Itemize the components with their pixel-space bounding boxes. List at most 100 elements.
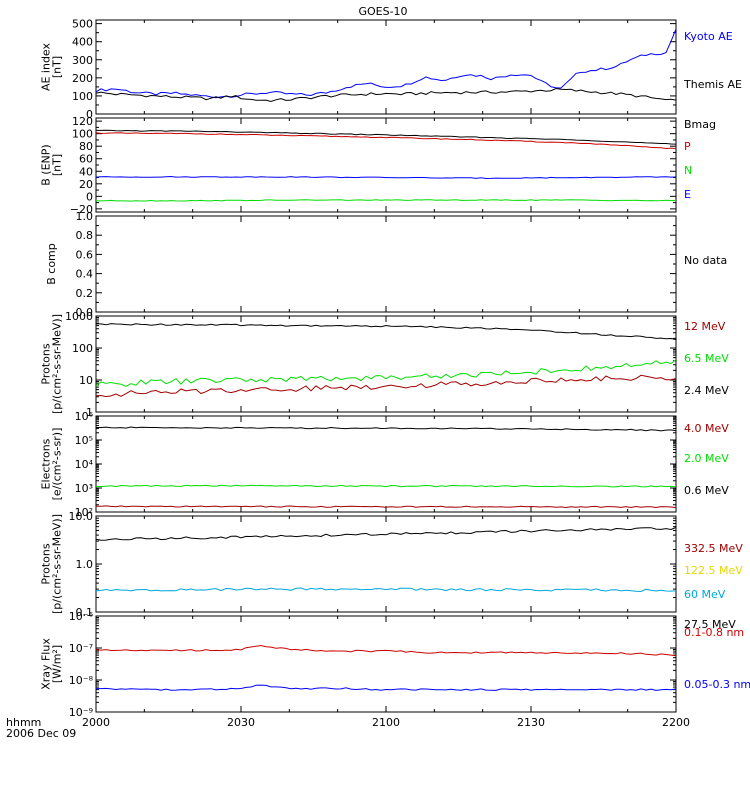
- y-tick-label: 1000: [65, 310, 93, 323]
- plot-title: GOES-10: [358, 5, 407, 18]
- y-axis-label: B (ENP): [40, 144, 53, 185]
- panel-6: 0.1 1.0 10.0 Protons[p/(cm²-s-sr-MeV)] 332.5…: [40, 510, 744, 631]
- panel-4: 1 10 100 1000 Protons[p/(cm²-s-sr-MeV)] 12 Me…: [40, 310, 730, 419]
- series-line-0-6-mev: [96, 426, 677, 432]
- panel-frame: [95, 415, 677, 513]
- y-tick-label: 10²: [75, 506, 93, 519]
- series-line-60-mev: [95, 587, 677, 593]
- legend-entry: Bmag: [684, 118, 716, 131]
- legend-entry: 2.4 MeV: [684, 384, 729, 397]
- y-axis-label: [e/(cm²-s-sr)]: [51, 428, 64, 501]
- y-tick-label: 10: [79, 374, 93, 387]
- y-axis-label: [nT]: [51, 56, 64, 78]
- y-tick-label: 10⁻⁷: [69, 642, 93, 655]
- y-tick-label: 10⁻⁶: [69, 610, 94, 623]
- y-tick-label: 0.8: [76, 229, 94, 242]
- y-axis-label: [p/(cm²-s-sr-MeV)]: [51, 314, 64, 414]
- legend-entry: 2.0 MeV: [684, 452, 729, 465]
- legend-entry: 122.5 MeV: [684, 564, 743, 577]
- legend-entry: E: [684, 188, 691, 201]
- y-tick-label: 80: [79, 140, 93, 153]
- y-axis-label: Xray Flux: [40, 638, 53, 690]
- legend-entry: No data: [684, 254, 727, 267]
- y-tick-label: 0.2: [76, 287, 94, 300]
- time-axis-label: hhmm: [6, 716, 41, 729]
- y-axis-label: [W/m²]: [51, 645, 64, 683]
- series-line-0-05-0-3-nm: [96, 684, 677, 691]
- series-line-2-0-mev: [96, 484, 677, 488]
- y-tick-label: 0: [86, 108, 93, 121]
- y-tick-label: 10⁴: [75, 458, 94, 471]
- series-line-4-0-mev: [95, 505, 677, 509]
- x-tick-label: 2130: [517, 716, 545, 729]
- y-tick-label: 300: [72, 54, 93, 67]
- y-tick-label: 0.4: [76, 268, 94, 281]
- panel-frame: [95, 315, 677, 413]
- y-tick-label: 1: [86, 406, 93, 419]
- y-tick-label: 0.6: [76, 248, 94, 261]
- panel-frame: [95, 117, 677, 213]
- y-tick-label: 10⁻⁹: [69, 706, 93, 719]
- legend-entry: 0.6 MeV: [684, 484, 729, 497]
- y-axis-label: AE index: [40, 42, 53, 91]
- y-tick-label: 10⁵: [75, 434, 93, 447]
- x-tick-label: 2030: [227, 716, 255, 729]
- panel-frame: [95, 215, 677, 313]
- panel-7: 10⁻⁹ 10⁻⁸ 10⁻⁷ 10⁻⁶ Xray Flux[W/m²] 0.1-0.8 n…: [40, 610, 750, 719]
- y-tick-label: 1.0: [76, 558, 94, 571]
- y-tick-label: 10³: [75, 482, 93, 495]
- y-tick-label: 0.1: [76, 606, 94, 619]
- legend-entry: 12 MeV: [684, 320, 726, 333]
- panel-5: 10² 10³ 10⁴ 10⁵ 10⁶ Electrons[e/(cm²-s-sr)] 4.…: [40, 410, 730, 519]
- legend-entry: 60 MeV: [684, 588, 726, 601]
- panel-3: 0.0 0.2 0.4 0.6 0.8 1.0 B comp No data: [45, 210, 727, 319]
- y-tick-label: 0.0: [76, 306, 94, 319]
- x-tick-label: 2100: [372, 716, 400, 729]
- y-tick-label: 1.0: [76, 210, 94, 223]
- y-axis-label: B comp: [45, 243, 58, 285]
- y-tick-label: 60: [79, 153, 93, 166]
- series-line-27-5-mev: [95, 527, 677, 541]
- series-line-bmag: [96, 129, 677, 145]
- x-tick-label: 2000: [82, 716, 110, 729]
- y-tick-label: 20: [79, 178, 93, 191]
- y-tick-label: 200: [72, 72, 93, 85]
- legend-entry: 332.5 MeV: [684, 542, 743, 555]
- series-line-kyoto-ae: [95, 28, 677, 99]
- y-tick-label: 100: [72, 342, 93, 355]
- y-tick-label: 400: [72, 36, 93, 49]
- series-line-p: [95, 132, 677, 150]
- x-tick-label: 2200: [662, 716, 690, 729]
- panel-1: 0 100 200 300 400 500 AE index[nT] Kyoto AE Them…: [40, 18, 742, 121]
- y-tick-label: 10⁻⁸: [69, 674, 94, 687]
- legend-entry: 0.1-0.8 nm: [684, 626, 744, 639]
- y-tick-label: 100: [72, 90, 93, 103]
- y-tick-label: −20: [70, 203, 93, 216]
- series-line-0-1-0-8-nm: [95, 644, 677, 657]
- series-line-e: [95, 175, 677, 180]
- legend-entry: 27.5 MeV: [684, 618, 736, 631]
- y-axis-label: Electrons: [40, 438, 53, 489]
- y-tick-label: 10.0: [69, 510, 94, 523]
- panel-frame: [95, 19, 677, 115]
- series-line-12-mev: [95, 374, 677, 398]
- series-line-themis-ae: [95, 87, 677, 103]
- y-axis-label: Protons: [40, 543, 53, 584]
- legend-entry: 0.05-0.3 nm: [684, 678, 750, 691]
- legend-entry: N: [684, 164, 692, 177]
- legend-entry: P: [684, 140, 691, 153]
- legend-entry: 4.0 MeV: [684, 422, 729, 435]
- legend-entry: Themis AE: [683, 78, 742, 91]
- y-axis-label: Protons: [40, 343, 53, 384]
- legend-entry: 6.5 MeV: [684, 352, 729, 365]
- y-tick-label: 500: [72, 18, 93, 31]
- panel-frame: [95, 615, 677, 713]
- series-line-2-4-mev: [96, 323, 677, 341]
- series-line-6-5-mev: [95, 359, 677, 387]
- y-axis-label: [nT]: [51, 154, 64, 176]
- y-tick-label: 10⁶: [75, 410, 94, 423]
- series-line-n: [95, 199, 677, 202]
